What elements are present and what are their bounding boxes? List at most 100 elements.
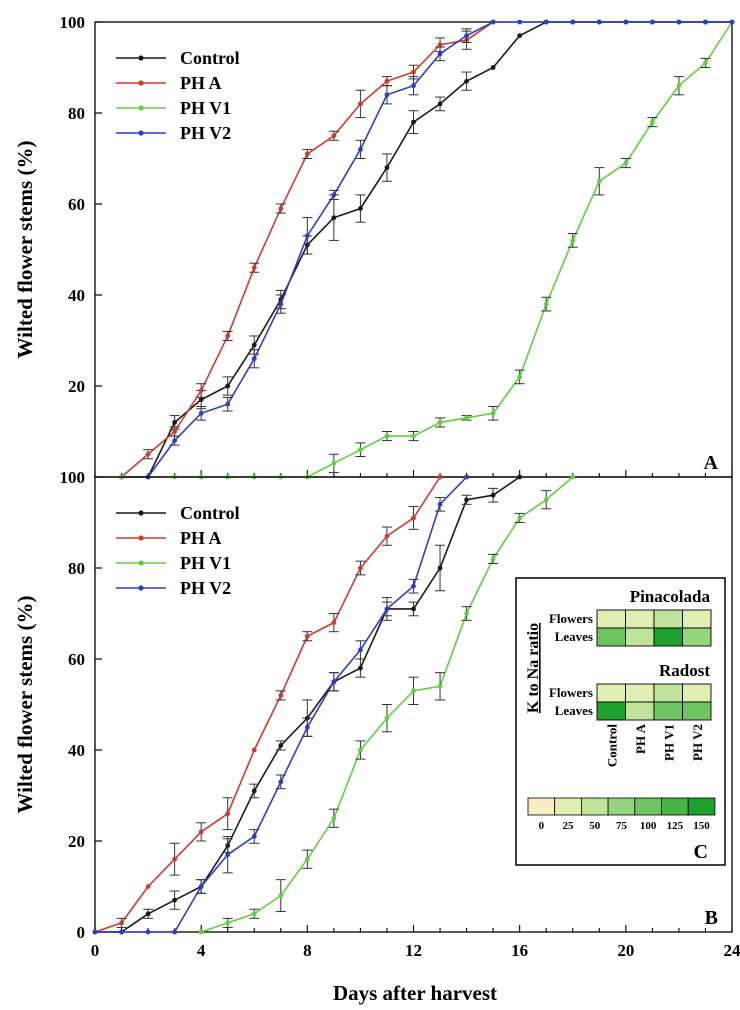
data-point: [304, 151, 310, 157]
data-point: [145, 929, 151, 935]
heatmap-cell: [596, 627, 626, 647]
heatmap-cell: [682, 627, 712, 647]
legend-marker: [138, 535, 144, 541]
inset-row-label: Leaves: [555, 703, 593, 718]
data-point: [145, 884, 151, 889]
data-point: [358, 747, 363, 753]
data-point: [225, 333, 231, 339]
data-point: [411, 583, 416, 589]
y-tick-label: 40: [68, 741, 85, 760]
panel-a: 20 40 60 80 100 Wilted flower stems (%) Contro…: [13, 13, 735, 480]
legend-label: Control: [180, 503, 240, 523]
data-point: [490, 492, 496, 498]
y-tick-label: 40: [68, 286, 85, 305]
data-point: [703, 60, 708, 66]
heatmap-cell: [625, 683, 655, 703]
data-point: [172, 429, 178, 434]
heatmap-cell: [653, 683, 683, 703]
data-point: [331, 133, 337, 139]
data-point: [411, 433, 416, 439]
heatmap-cell: [653, 701, 683, 721]
legend-label: Control: [180, 48, 240, 68]
data-point: [517, 374, 523, 380]
y-axis-title: Wilted flower stems (%): [13, 596, 37, 814]
series-ph-v2: [92, 474, 469, 935]
heatmap-cell: [653, 609, 683, 629]
data-point: [278, 693, 284, 698]
data-point: [411, 69, 416, 75]
data-point: [570, 474, 576, 480]
scale-tick-label: 0: [539, 820, 545, 832]
inset-block-title: Pinacolada: [630, 587, 711, 606]
data-point: [198, 410, 204, 416]
data-point: [304, 633, 310, 639]
data-point: [358, 665, 363, 671]
data-point: [676, 19, 682, 25]
scale-swatch: [581, 797, 609, 816]
data-point: [437, 501, 443, 507]
data-point: [384, 606, 390, 612]
y-tick-label: 100: [60, 468, 86, 487]
data-point: [358, 101, 363, 107]
inset-block-title: Radost: [659, 661, 710, 680]
x-tick-label: 0: [91, 941, 100, 960]
data-point: [198, 884, 204, 889]
data-point: [517, 515, 523, 521]
data-point: [198, 397, 204, 403]
data-point: [225, 920, 231, 926]
data-point: [331, 620, 337, 625]
heatmap-cell: [625, 609, 655, 629]
data-point: [649, 119, 655, 125]
data-point: [437, 51, 443, 57]
data-point: [411, 515, 416, 521]
data-point: [172, 438, 178, 443]
series-line: [94, 476, 441, 933]
heatmap-cell: [625, 627, 655, 647]
data-point: [490, 410, 496, 416]
panel-b: 0 20 40 60 80 100 0 4 8 12 16 20 24 Wilted flower ste…: [13, 468, 740, 960]
data-point: [437, 42, 443, 48]
inset-column-label: Control: [604, 724, 619, 767]
data-point: [119, 920, 124, 926]
data-point: [304, 233, 310, 239]
data-point: [251, 342, 257, 348]
data-point: [570, 238, 576, 243]
data-point: [278, 301, 284, 307]
data-point: [384, 533, 390, 539]
data-point: [490, 556, 496, 562]
scale-swatch: [687, 797, 716, 816]
data-point: [251, 788, 257, 794]
panel-letter: B: [705, 907, 718, 929]
scale-swatch: [554, 797, 582, 816]
y-tick-label: 60: [68, 650, 85, 669]
y-tick-label: 80: [68, 559, 85, 578]
data-point: [411, 119, 416, 125]
data-point: [251, 265, 257, 271]
data-point: [384, 92, 390, 98]
inset-column-label: PH A: [633, 723, 648, 754]
data-point: [225, 383, 231, 389]
heatmap-cell: [596, 609, 626, 629]
data-point: [384, 165, 390, 171]
series-ph-v1: [198, 474, 576, 935]
data-point: [331, 460, 337, 466]
scale-tick-label: 25: [563, 820, 575, 832]
data-point: [278, 206, 284, 211]
y-tick-label: 20: [68, 377, 85, 396]
scale-tick-label: 50: [589, 820, 601, 832]
data-point: [278, 779, 284, 785]
data-point: [437, 683, 443, 689]
data-point: [358, 206, 363, 211]
data-point: [570, 19, 576, 25]
inset-column-label: PH V2: [690, 724, 705, 761]
inset-row-label: Leaves: [555, 629, 593, 644]
inset-heatmap-c: Pinacolada Flowers Leaves Radost Flowers Leav…: [515, 577, 726, 866]
inset-row-label: Flowers: [549, 611, 593, 626]
data-point: [225, 852, 231, 858]
data-point: [437, 101, 443, 107]
data-point: [384, 433, 390, 439]
series-ph-a: [119, 19, 496, 480]
data-point: [437, 565, 443, 571]
data-point: [198, 829, 204, 835]
scale-swatch: [634, 797, 662, 816]
